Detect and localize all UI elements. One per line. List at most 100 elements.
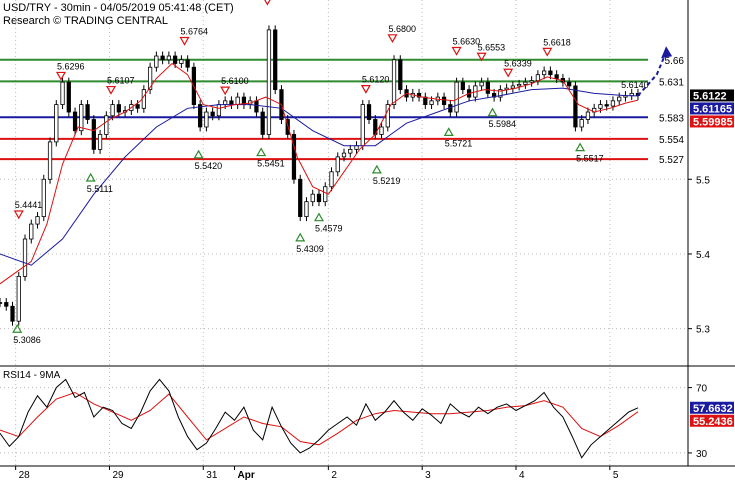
candle-body bbox=[16, 275, 21, 322]
candle-body bbox=[91, 119, 96, 150]
candle-body bbox=[366, 104, 372, 120]
candle-body bbox=[298, 178, 303, 218]
rsi-line bbox=[0, 378, 639, 459]
projection-line bbox=[637, 51, 668, 97]
candle-body bbox=[116, 104, 121, 113]
swing-high-marker bbox=[13, 210, 24, 220]
candle-body bbox=[523, 81, 528, 85]
swing-high-marker bbox=[360, 85, 371, 94]
price-tick-label: 5.3 bbox=[696, 325, 710, 336]
x-tick-label: 2 bbox=[331, 470, 337, 480]
candle-body bbox=[198, 104, 203, 128]
candle-body bbox=[204, 111, 209, 128]
candle-body bbox=[85, 104, 90, 120]
swing-high-marker bbox=[542, 47, 553, 57]
level-label: 5.66 bbox=[665, 56, 685, 67]
projection-arrowhead bbox=[661, 46, 673, 59]
x-tick-label: 3 bbox=[425, 470, 431, 480]
swing-low-marker bbox=[313, 212, 325, 222]
swing-high-label: 5.6339 bbox=[504, 58, 532, 68]
candle-body bbox=[154, 55, 159, 68]
candle-body bbox=[498, 89, 503, 98]
candle-body bbox=[416, 92, 422, 98]
rsi-moving-average bbox=[0, 391, 639, 446]
swing-high-marker bbox=[220, 86, 231, 96]
candle-body bbox=[110, 104, 115, 117]
candle-body bbox=[517, 84, 522, 87]
candle-body bbox=[316, 193, 322, 203]
x-tick-label: 4 bbox=[519, 470, 525, 480]
candle-body bbox=[548, 70, 553, 76]
swing-low-label: 5.5451 bbox=[257, 159, 285, 169]
candle-body bbox=[266, 29, 272, 135]
candle-body bbox=[617, 96, 622, 102]
level-label: 5.527 bbox=[659, 155, 684, 166]
swing-high-label: 5.6553 bbox=[478, 42, 506, 52]
price-tag bbox=[690, 89, 734, 102]
swing-low-marker bbox=[193, 149, 204, 159]
candle-body bbox=[173, 55, 178, 64]
candle-body bbox=[335, 156, 340, 173]
swing-low-marker bbox=[295, 232, 306, 242]
candle-body bbox=[166, 55, 171, 61]
rsi-tag bbox=[690, 414, 734, 427]
candle-body bbox=[210, 111, 215, 117]
candle-body bbox=[54, 104, 59, 143]
candle-body bbox=[141, 89, 146, 109]
rsi-tick-label: 30 bbox=[696, 449, 708, 460]
swing-low-label: 5.4309 bbox=[296, 244, 324, 254]
candle-body bbox=[454, 81, 459, 113]
candle-body bbox=[579, 119, 584, 128]
swing-low-marker bbox=[256, 147, 267, 157]
rsi-tick-label: 70 bbox=[696, 384, 708, 395]
candle-body bbox=[60, 81, 65, 105]
swing-low-marker bbox=[575, 142, 586, 152]
candle-body bbox=[104, 115, 109, 135]
candle-body bbox=[260, 111, 265, 135]
candle-body bbox=[179, 59, 184, 64]
swing-high-marker bbox=[476, 52, 487, 62]
swing-high-label: 5.6764 bbox=[181, 27, 209, 37]
candle-body bbox=[423, 96, 428, 105]
candle-body bbox=[291, 134, 297, 180]
candle-body bbox=[379, 126, 384, 135]
swing-low-marker bbox=[443, 127, 454, 137]
swing-high-label: 5.6107 bbox=[107, 76, 135, 86]
candle-body bbox=[185, 59, 190, 68]
price-tick-label: 5.4 bbox=[696, 250, 710, 261]
candle-body bbox=[479, 81, 484, 87]
swing-high-label: 5.6800 bbox=[388, 24, 416, 34]
level-label: 5.631 bbox=[659, 77, 684, 88]
candle-body bbox=[535, 74, 541, 82]
price-tag-label: 5.6122 bbox=[693, 90, 727, 102]
candle-body bbox=[229, 100, 234, 105]
candle-body bbox=[542, 70, 547, 76]
candle-body bbox=[135, 104, 140, 109]
candle-body bbox=[35, 216, 40, 225]
candle-body bbox=[529, 80, 534, 83]
moving-average-red bbox=[0, 62, 639, 285]
candle-body bbox=[341, 152, 347, 158]
candle-body bbox=[4, 302, 9, 307]
swing-high-marker bbox=[264, 0, 271, 6]
candle-body bbox=[460, 81, 465, 91]
candle-body bbox=[10, 305, 15, 322]
swing-high-marker bbox=[503, 68, 514, 78]
candle-body bbox=[441, 96, 447, 105]
swing-high-marker bbox=[179, 36, 190, 46]
moving-average-blue bbox=[0, 87, 639, 266]
candle-body bbox=[79, 104, 84, 132]
rsi-tag-label: 57.6632 bbox=[693, 403, 733, 415]
price-tag bbox=[690, 102, 734, 115]
x-tick-label: 28 bbox=[19, 470, 31, 480]
rsi-title: RSI14 - 9MA bbox=[3, 370, 61, 381]
candle-body bbox=[573, 85, 578, 128]
swing-high-label: 5.6296 bbox=[57, 61, 85, 71]
candle-body bbox=[41, 178, 46, 218]
candle-body bbox=[354, 145, 359, 150]
level-label: 5.583 bbox=[659, 113, 684, 124]
candle-body bbox=[391, 59, 397, 105]
swing-low-label: 5.5984 bbox=[489, 119, 517, 129]
x-tick-label: Apr bbox=[238, 470, 255, 480]
chart-subtitle: Research © TRADING CENTRAL bbox=[3, 15, 168, 27]
